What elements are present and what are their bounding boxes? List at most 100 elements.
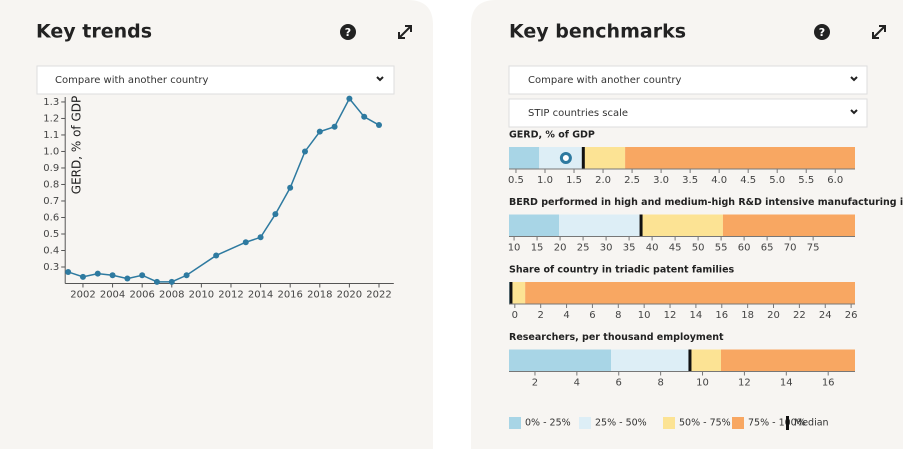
quartile-segment — [509, 349, 611, 372]
y-axis-label: GERD, % of GDP — [70, 96, 84, 194]
y-tick-label: 0.8 — [43, 179, 59, 190]
x-tick-label: 5.5 — [798, 175, 814, 186]
quartile-segment — [641, 214, 723, 237]
x-tick-label: 10 — [638, 310, 651, 321]
svg-text:?: ? — [345, 26, 351, 39]
x-tick-label: 20 — [554, 243, 567, 254]
x-tick-label: 24 — [819, 310, 832, 321]
help-icon[interactable]: ? — [340, 24, 356, 40]
panel — [0, 0, 433, 449]
x-tick-label: 60 — [738, 243, 751, 254]
x-tick-label: 2 — [532, 378, 538, 389]
point — [94, 270, 101, 277]
x-tick-label: 4 — [574, 378, 580, 389]
x-tick-label: 55 — [715, 243, 728, 254]
x-tick-label: 15 — [531, 243, 544, 254]
dropdown[interactable]: Compare with another country — [508, 65, 868, 95]
x-tick-label: 16 — [822, 378, 835, 389]
x-tick-label: 8 — [615, 310, 621, 321]
legend-swatch — [732, 417, 744, 429]
y-tick-label: 0.5 — [43, 229, 59, 240]
x-tick-label: 2004 — [100, 290, 125, 301]
legend-swatch — [663, 417, 675, 429]
x-tick-label: 12 — [738, 378, 751, 389]
dropdown-label: Compare with another country — [528, 75, 682, 86]
quartile-segment — [610, 349, 690, 372]
x-tick-label: 6 — [589, 310, 595, 321]
quartile-segment — [625, 147, 855, 169]
x-tick-label: 40 — [646, 243, 659, 254]
x-tick-label: 10 — [508, 243, 521, 254]
point — [375, 122, 382, 129]
x-tick-label: 2 — [538, 310, 544, 321]
point — [316, 128, 323, 135]
x-tick-label: 26 — [845, 310, 858, 321]
quartile-segment — [509, 214, 560, 237]
country-marker — [559, 152, 572, 164]
x-tick-label: 25 — [577, 243, 590, 254]
point — [65, 268, 72, 275]
x-tick-label: 6.0 — [827, 175, 843, 186]
point — [346, 95, 353, 102]
quartile-segment — [722, 214, 855, 237]
dropdown[interactable]: Compare with another country — [36, 65, 395, 95]
legend-label: 75% - 100% — [748, 418, 806, 429]
y-tick-label: 1.3 — [43, 97, 59, 108]
legend-label: 50% - 75% — [679, 418, 731, 429]
x-tick-label: 30 — [600, 243, 613, 254]
x-tick-label: 10 — [696, 378, 709, 389]
point — [124, 275, 131, 282]
point — [213, 252, 220, 259]
expand-icon[interactable] — [398, 25, 412, 39]
quartile-segment — [689, 349, 721, 372]
benchmark-title: GERD, % of GDP — [509, 130, 595, 141]
x-tick-label: 12 — [664, 310, 677, 321]
quartile-segment — [510, 282, 526, 304]
point — [109, 272, 116, 279]
quartile-segment — [525, 282, 855, 304]
point — [361, 113, 368, 120]
x-tick-label: 6 — [616, 378, 622, 389]
x-tick-label: 2010 — [189, 290, 214, 301]
x-tick-label: 35 — [623, 243, 636, 254]
dropdown[interactable]: STIP countries scale — [508, 98, 868, 128]
x-tick-label: 2006 — [129, 290, 154, 301]
x-tick-label: 2020 — [337, 290, 362, 301]
expand-icon[interactable] — [872, 25, 886, 39]
x-tick-label: 2002 — [70, 290, 95, 301]
x-tick-label: 65 — [761, 243, 774, 254]
point — [257, 234, 264, 241]
panel-title: Key trends — [36, 21, 152, 43]
point — [139, 272, 146, 279]
legend-swatch — [509, 417, 521, 429]
y-tick-label: 1.2 — [43, 113, 59, 124]
y-tick-label: 1.0 — [43, 146, 59, 157]
legend-label: 25% - 50% — [595, 418, 647, 429]
x-tick-label: 2022 — [366, 290, 391, 301]
x-tick-label: 0.5 — [508, 175, 524, 186]
y-tick-label: 0.7 — [43, 196, 59, 207]
x-tick-label: 20 — [767, 310, 780, 321]
svg-text:?: ? — [819, 26, 825, 39]
benchmark-title: BERD performed in high and medium-high R… — [509, 197, 903, 208]
x-tick-label: 14 — [690, 310, 703, 321]
x-tick-label: 45 — [669, 243, 682, 254]
x-tick-label: 16 — [715, 310, 728, 321]
quartile-segment — [559, 214, 642, 237]
x-tick-label: 2016 — [277, 290, 302, 301]
x-tick-label: 14 — [780, 378, 793, 389]
point — [153, 278, 160, 285]
x-tick-label: 4.5 — [740, 175, 756, 186]
x-tick-label: 3.0 — [653, 175, 669, 186]
quartile-segment — [720, 349, 855, 372]
x-tick-label: 2018 — [307, 290, 332, 301]
x-tick-label: 18 — [741, 310, 754, 321]
x-tick-label: 2012 — [218, 290, 243, 301]
point — [301, 148, 308, 155]
x-tick-label: 1.0 — [537, 175, 553, 186]
legend-swatch — [579, 417, 591, 429]
x-tick-label: 70 — [784, 243, 797, 254]
help-icon[interactable]: ? — [814, 24, 830, 40]
legend-label: 0% - 25% — [525, 418, 571, 429]
legend-median-swatch — [786, 416, 789, 430]
